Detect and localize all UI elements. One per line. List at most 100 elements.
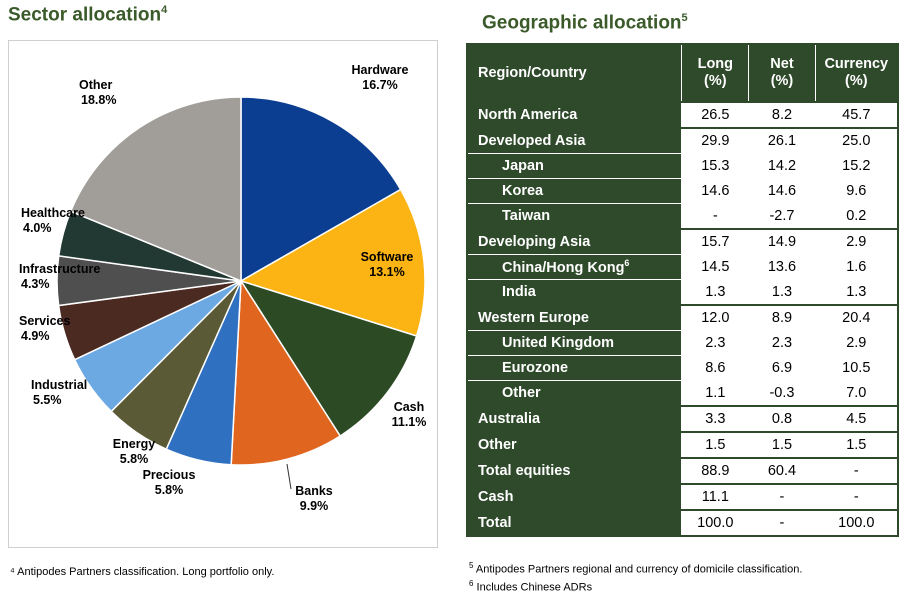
pie-label-healthcare: Healthcare 4.0% [21,206,85,235]
currency-cell: 20.4 [814,304,899,331]
table-row: Cash 11.1- - [466,483,899,511]
pie-slice-hardware [240,96,402,283]
long-cell: 15.3 [681,153,750,179]
currency-cell: - [814,457,899,485]
net-cell: 0.8 [748,405,816,433]
long-cell: 14.5 [681,254,750,280]
table-row: North America 26.5 8.2 45.7 [466,101,899,129]
pie-label-services: Services 4.9% [19,314,70,343]
header-long: Long (%) [681,43,750,103]
pie-label-hardware: Hardware 16.7% [352,63,409,92]
table-row: Other 1.5 1.5 1.5 [466,431,899,459]
pie-label-energy: Energy 5.8% [113,437,155,466]
geographic-table-body: North America 26.5 8.2 45.7 Developed Asia 29… [466,101,899,537]
table-row: Total 100.0-100.0 [466,509,899,537]
pie-slice-other [69,96,242,283]
pie-label-other: Other 18.8% [79,78,116,107]
sector-pie-chart-frame: Hardware 16.7% Software 13.1% Cash 11.1% Banks… [8,40,438,548]
net-cell: - [748,509,816,537]
region-cell: Australia [466,405,683,433]
currency-cell: - [814,483,899,511]
net-cell: 1.3 [748,279,816,306]
region-cell: Cash [466,483,683,511]
sector-pie-chart: Hardware 16.7% Software 13.1% Cash 11.1% Banks… [19,63,426,513]
net-cell: 14.9 [748,228,816,255]
region-cell: United Kingdom [466,330,683,356]
header-region: Region/Country [466,43,683,103]
net-cell: 60.4 [748,457,816,485]
table-header-row: Region/Country Long (%) Net (%) Currency (%… [466,43,899,103]
long-cell: 29.9 [681,127,750,154]
net-cell: 2.3 [748,330,816,356]
sector-allocation-title: Sector allocation4 [8,4,168,26]
net-cell: 6.9 [748,355,816,381]
pie-label-precious: Precious 5.8% [143,468,196,497]
currency-cell: 1.3 [814,279,899,306]
long-cell: 14.6 [681,178,750,204]
net-cell: - [748,483,816,511]
pie-label-industrial: Industrial 5.5% [31,378,87,407]
table-row: Other 1.1 -0.3 7.0 [466,380,899,407]
pie-slice-software [239,188,426,337]
net-cell: -2.7 [748,203,816,230]
currency-cell: 45.7 [814,101,899,129]
geographic-footnotes: 5 Antipodes Partners regional and curren… [469,559,802,594]
banks-leader-line [286,463,292,490]
currency-cell: 2.9 [814,228,899,255]
currency-cell: 1.5 [814,431,899,459]
long-cell: 1.3 [681,279,750,306]
long-cell: 26.5 [681,101,750,129]
header-currency: Currency (%) [814,43,899,103]
net-cell: 14.2 [748,153,816,179]
table-row: Korea 14.6 14.6 9.6 [466,178,899,204]
currency-cell: 7.0 [814,380,899,407]
table-row: Total equities 88.9 60.4- [466,457,899,485]
table-row: United Kingdom 2.3 2.3 2.9 [466,330,899,356]
currency-cell: 1.6 [814,254,899,280]
currency-cell: 4.5 [814,405,899,433]
net-cell: -0.3 [748,380,816,407]
long-cell: 88.9 [681,457,750,485]
region-cell: Taiwan [466,203,683,230]
table-row: Australia 3.3 0.8 4.5 [466,405,899,433]
footnote-5: 5 Antipodes Partners regional and curren… [469,561,803,576]
currency-cell: 25.0 [814,127,899,154]
currency-cell: 100.0 [814,509,899,537]
long-cell: 2.3 [681,330,750,356]
region-cell: China/Hong Kong6 [466,254,683,280]
region-cell: India [466,279,683,306]
region-cell: Eurozone [466,355,683,381]
table-row: Western Europe 12.0 8.9 20.4 [466,304,899,331]
long-cell: 1.1 [681,380,750,407]
table-row: China/Hong Kong6 14.5 13.6 1.6 [466,254,899,280]
currency-cell: 2.9 [814,330,899,356]
region-cell: Other [466,431,683,459]
table-row: India 1.3 1.3 1.3 [466,279,899,306]
long-cell: 11.1 [681,483,750,511]
currency-cell: 10.5 [814,355,899,381]
sector-footnote: ⁴ Antipodes Partners classification. Lon… [10,566,275,578]
long-cell: 8.6 [681,355,750,381]
long-cell: 15.7 [681,228,750,255]
region-cell: Developing Asia [466,228,683,255]
geographic-allocation-title: Geographic allocation5 [482,12,688,34]
currency-cell: 9.6 [814,178,899,204]
long-cell: - [681,203,750,230]
table-row: Taiwan - -2.7 0.2 [466,203,899,230]
table-row: Eurozone 8.6 6.9 10.5 [466,355,899,381]
pie-label-software: Software 13.1% [361,250,414,279]
region-cell: Total equities [466,457,683,485]
table-row: Developed Asia 29.9 26.1 25.0 [466,127,899,154]
region-cell: Western Europe [466,304,683,331]
net-cell: 8.9 [748,304,816,331]
net-cell: 1.5 [748,431,816,459]
geographic-allocation-table: Region/Country Long (%) Net (%) Currency (%… [466,43,899,537]
net-cell: 26.1 [748,127,816,154]
table-row: Japan 15.3 14.2 15.2 [466,153,899,179]
region-cell: Developed Asia [466,127,683,154]
footnote-6: 6 Includes Chinese ADRs [469,578,593,594]
region-cell: Other [466,380,683,407]
long-cell: 3.3 [681,405,750,433]
net-cell: 14.6 [748,178,816,204]
net-cell: 8.2 [748,101,816,129]
